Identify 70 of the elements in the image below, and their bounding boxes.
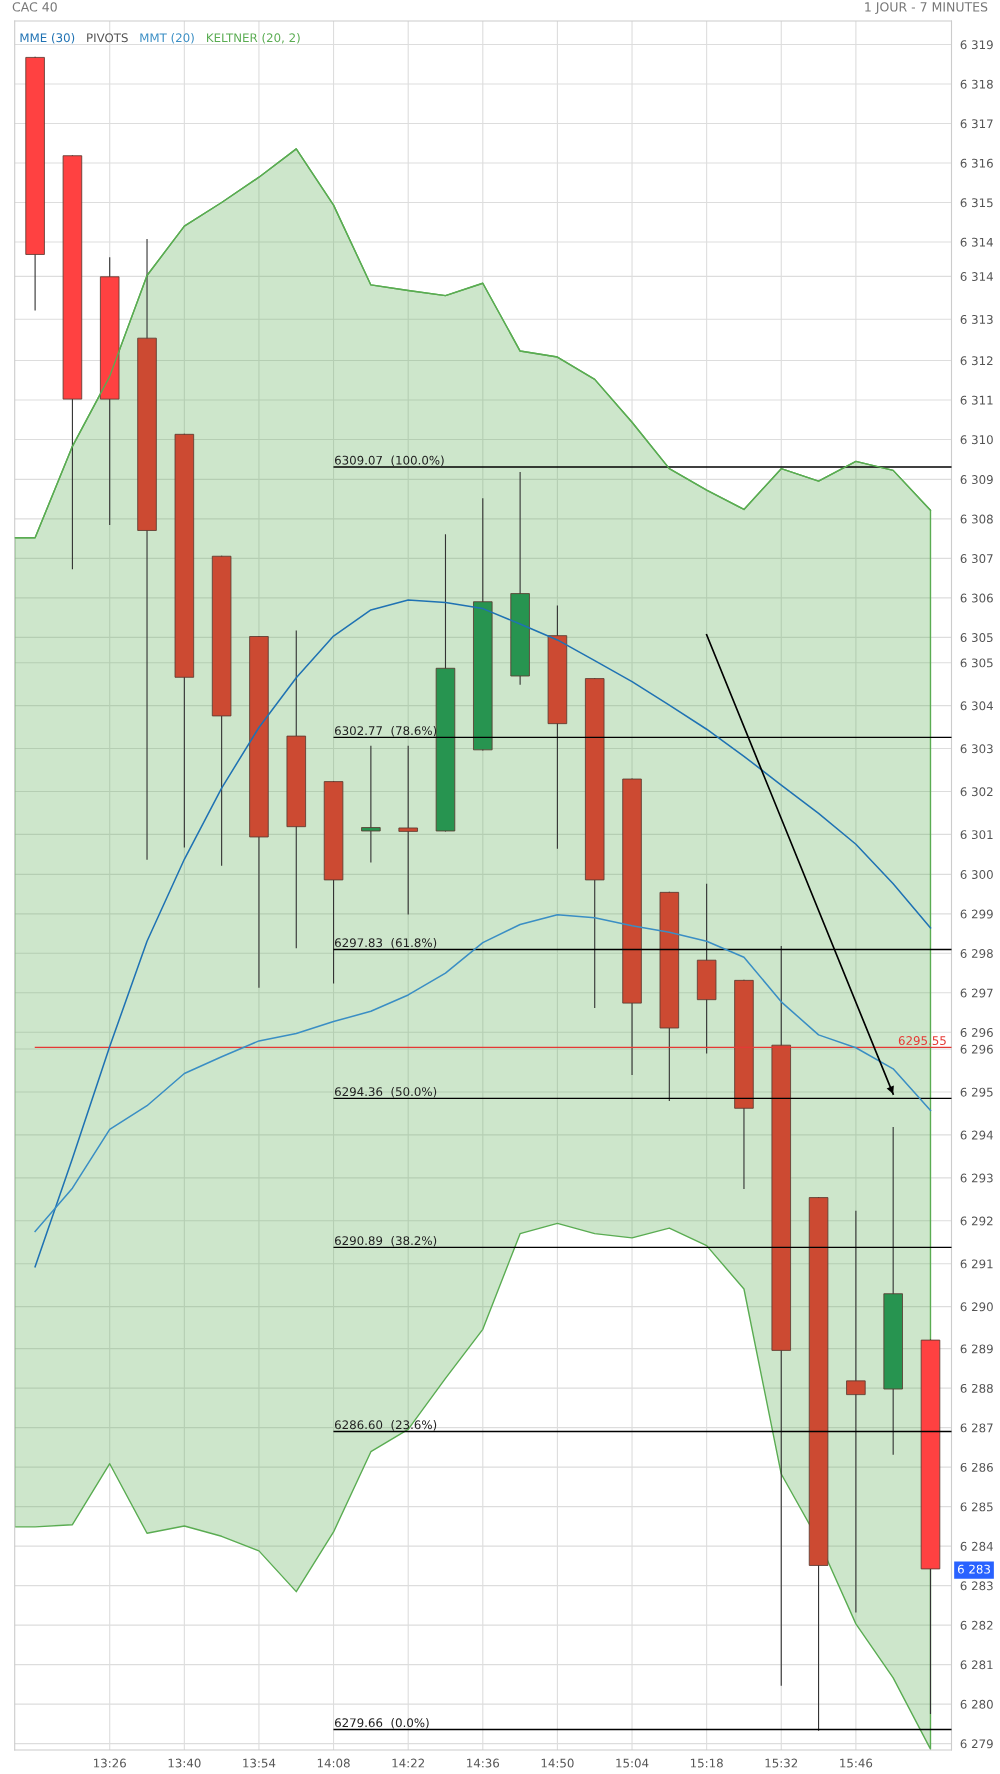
text: MME (30) [20,33,75,44]
y-tick-label: 6 314 [960,237,993,247]
y-tick-label: 6 308 [960,514,993,524]
y-tick-label: 6 286 [960,1462,993,1472]
y-tick-label: 6 305 [960,658,993,668]
y-tick-label: 6 297 [960,988,993,998]
x-tick-label: 14:22 [392,1758,425,1768]
x-tick-label: 15:18 [690,1758,723,1768]
y-tick-label: 6 284 [960,1541,993,1551]
y-tick-label: 6 312 [960,356,993,366]
legend-label: PIVOTS [87,33,128,43]
chart-title: CAC 40 [12,2,57,12]
ref-line-label: 6302.77 (78.6%) [334,725,437,737]
ref-line-label: 6294.36 (50.0%) [334,1087,437,1098]
y-tick-label: 6 281 [960,1660,993,1670]
y-tick-label: 6 318 [960,79,993,89]
y-tick-label: 6 305 [960,633,993,643]
chart-subtitle: 1 JOUR - 7 MINUTES [865,2,988,14]
y-tick-label: 6 311 [960,395,993,405]
y-tick-label: 6 296 [960,1044,993,1054]
y-tick-label: 6 282 [960,1620,993,1630]
candlestick [846,1210,866,1613]
y-tick-label: 6 319 [960,40,993,50]
y-tick-label: 6 294 [960,1130,993,1140]
x-tick-label: 14:08 [317,1758,350,1768]
x-tick-label: 14:36 [467,1758,500,1768]
candlestick [361,745,381,863]
y-tick-label: 6 285 [960,1502,993,1512]
y-tick-label: 6 283 [960,1581,993,1591]
y-tick-label: 6 315 [960,198,993,208]
ref-line-label: 6279.66 (0.0%) [334,1718,429,1729]
y-tick-label: 6 301 [960,830,993,840]
y-tick-label: 6 287 [960,1423,993,1433]
x-tick-label: 13:26 [93,1758,126,1768]
y-tick-label: 6 309 [960,475,993,485]
ref-line-label: 6290.89 (38.2%) [334,1235,437,1247]
y-tick-label: 6 279 [960,1739,993,1749]
x-tick-label: 15:32 [765,1758,798,1768]
y-tick-label: 6 280 [960,1699,993,1709]
y-tick-label: 6 288 [960,1383,993,1393]
x-tick-label: 14:50 [541,1758,574,1768]
ref-line-label: 6309.07 (100.0%) [334,455,444,467]
y-tick-label: 6 289 [960,1344,993,1354]
y-tick-label: 6 310 [960,435,993,445]
ref-line-label: 6297.83 (61.8%) [334,938,437,949]
y-tick-label: 6 292 [960,1216,993,1226]
y-tick-label: 6 295 [960,1087,993,1097]
y-tick-label: 6 302 [960,787,993,797]
x-tick-label: 15:46 [840,1758,873,1768]
text: MMT (20) [140,33,194,44]
y-tick-label: 6 307 [960,554,993,564]
y-tick-label: 6 291 [960,1259,993,1269]
x-tick-label: 13:54 [243,1758,276,1768]
x-tick-label: 15:04 [616,1758,649,1768]
y-tick-label: 6 300 [960,870,993,879]
y-tick-label: 6 313 [960,315,993,324]
y-tick-label: 6 304 [960,701,993,711]
y-tick-label: 6 317 [960,119,993,129]
y-tick-label: 6 303 [960,744,993,754]
y-tick-label: 6 299 [960,909,993,919]
y-tick-label: 6 298 [960,949,993,958]
x-tick-label: 13:40 [168,1758,201,1768]
y-tick-label: 6 290 [960,1302,993,1312]
y-tick-label: 6 296 [960,1028,993,1037]
y-tick-label: 6 293 [960,1173,993,1183]
y-tick-label: 6 316 [960,158,993,168]
y-tick-label: 6 306 [960,593,993,603]
y-tick-label: 6 314 [960,272,993,281]
candlestick [398,745,418,915]
text: KELTNER (20, 2) [207,33,300,44]
